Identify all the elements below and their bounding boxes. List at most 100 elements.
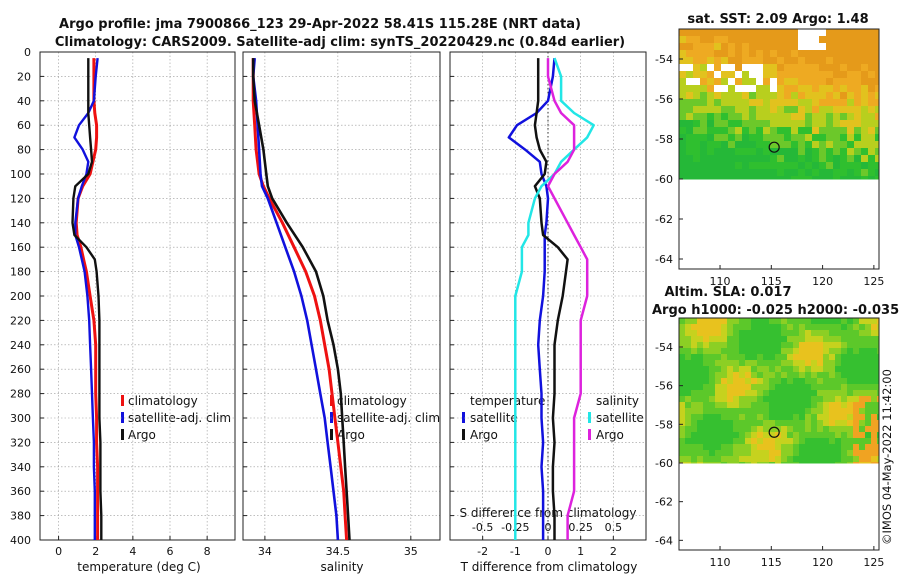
p-sst-cell [805,78,812,85]
p-sst-cell [784,50,791,57]
p-sla-cell [757,342,763,348]
p-sst-cell [861,92,868,99]
p-sla-cell [703,444,709,450]
p-sst-cell [693,169,700,176]
p-sst-cell [798,134,805,141]
depth-tick-label: 160 [10,241,31,254]
p-sst-cell [756,127,763,134]
p-sla-cell [805,444,811,450]
p-sla-cell [787,438,793,444]
diff-legend-temp-title: temperature [470,394,545,408]
p-sla-cell [745,324,751,330]
p-sla-cell [769,426,775,432]
p-sla-cell [697,372,703,378]
p-sst-cell [798,29,805,36]
p-sst-cell [735,127,742,134]
p-sst-cell [854,85,861,92]
p-sla-cell [853,336,859,342]
p-sla-cell [799,456,805,462]
p-sla-cell [679,444,685,450]
p-sst-cell [749,120,756,127]
p-sst-cell [875,134,880,141]
p-sla-cell [841,402,847,408]
p-sla-cell [799,408,805,414]
p-sst-cell [875,71,880,78]
p-sla-cell [781,360,787,366]
p-sla-cell [823,402,829,408]
p-sla-cell [685,450,691,456]
p-sla-cell [811,420,817,426]
p-sla-cell [739,360,745,366]
p-sla-cell [871,384,877,390]
p-sst-cell [707,57,714,64]
p-sla-cell [739,450,745,456]
p-sst-cell [777,64,784,71]
p-sla-cell [775,348,781,354]
p-sst-cell [819,162,826,169]
p-sla-cell [685,432,691,438]
p-sla-cell [709,324,715,330]
p-sst-cell [756,134,763,141]
p-sla-cell [877,390,880,396]
p-sla-cell [847,414,853,420]
p-sla-cell [751,444,757,450]
p-sst-cell [798,176,805,180]
p-sst-cell [812,113,819,120]
p-sla-cell [679,426,685,432]
p-sla-cell [697,378,703,384]
p-sst-cell [833,155,840,162]
p-sla-cell [817,426,823,432]
p-sst-cell [826,148,833,155]
p-sla-cell [817,450,823,456]
p-sla-cell [769,318,775,324]
p-sla-cell [817,444,823,450]
p-sst-cell [791,162,798,169]
p-sla-cell [781,432,787,438]
p-sst-cell [854,141,861,148]
p-sst-cell [840,71,847,78]
p-sst-cell [784,106,791,113]
p-sst-cell [679,113,686,120]
p-sst-cell [693,64,700,71]
p-sla-cell [847,384,853,390]
p-sla-cell [799,366,805,372]
p-sla-cell [817,456,823,462]
p-sla-cell [847,360,853,366]
p-sla-cell [871,432,877,438]
p-sla-cell [811,360,817,366]
p-sla-cell [865,438,871,444]
depth-tick-label: 120 [10,192,31,205]
p-sla-cell [853,438,859,444]
p-sst-cell [826,127,833,134]
p-sla-cell [835,378,841,384]
p-sst-cell [819,155,826,162]
p-sst-cell [742,106,749,113]
p-sst-cell [770,50,777,57]
p-sla-cell [811,318,817,324]
p-sla-cell [739,414,745,420]
p-sst-cell [714,141,721,148]
p-sla-cell [769,342,775,348]
temp-xtick-label: 6 [167,545,174,558]
p-sst-cell [728,148,735,155]
p-sst-cell [735,71,742,78]
p-sla-cell [703,366,709,372]
p-sst-cell [728,50,735,57]
p-sst-cell [770,78,777,85]
p-sla-cell [691,420,697,426]
p-sla-cell [721,336,727,342]
p-sla-xtick-label: 125 [863,556,884,569]
p-sla-cell [805,396,811,402]
p-sla-cell [859,324,865,330]
p-sla-cell [697,336,703,342]
p-sla-cell [775,318,781,324]
p-sst-cell [861,106,868,113]
p-sst-cell [861,113,868,120]
p-sst-cell [833,78,840,85]
p-sst-cell [868,64,875,71]
p-sla-cell [715,408,721,414]
p-sst-cell [854,29,861,36]
p-sla-cell [841,330,847,336]
p-sst-cell [868,43,875,50]
p-sst-cell [686,50,693,57]
